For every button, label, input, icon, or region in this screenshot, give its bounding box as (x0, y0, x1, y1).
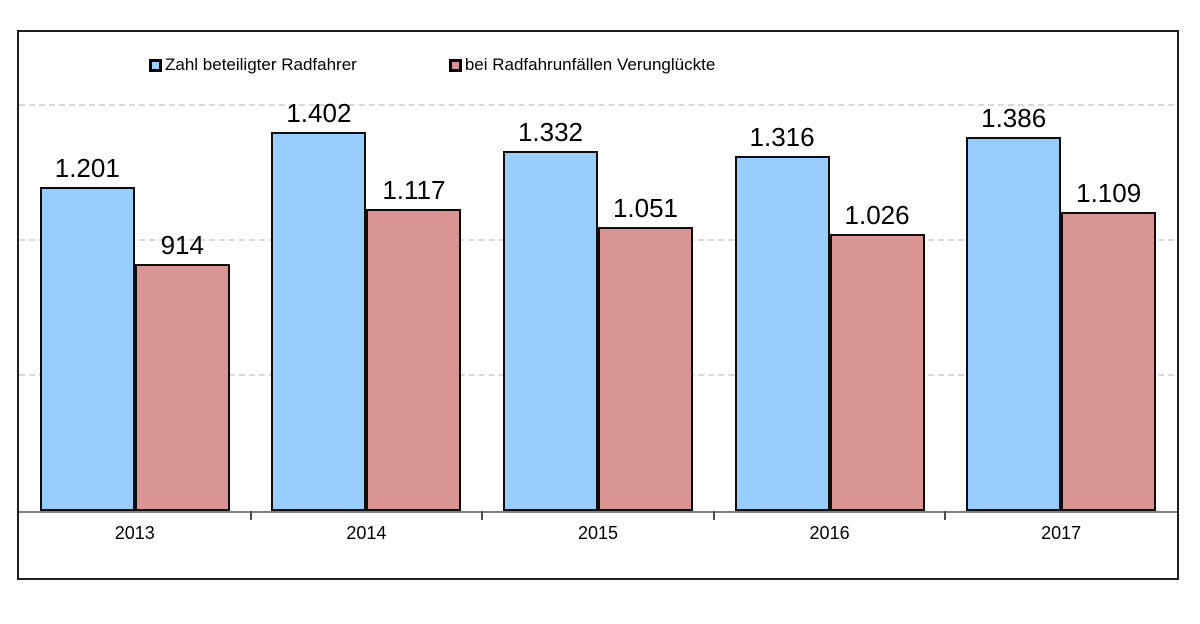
barwrap: 1.332 (502, 116, 598, 511)
x-axis-label-2014: 2014 (346, 523, 387, 543)
chart-frame: Zahl beteiligter Radfahrer bei Radfahrun… (17, 30, 1179, 580)
x-axis-labels: 2013 2014 2015 2016 2017 (19, 523, 1177, 544)
value-label-radfahrer-2016: 1.316 (749, 121, 815, 152)
bar-radfahrer-2017 (966, 137, 1062, 511)
plot-area: 1.201 914 1.402 1.117 (19, 32, 1177, 513)
bar-radfahrer-2015 (502, 151, 598, 511)
barwrap: 1.386 (966, 102, 1062, 511)
legend-item-radfahrer: Zahl beteiligter Radfahrer (149, 55, 357, 75)
barwrap: 1.316 (734, 121, 830, 511)
bar-verunglueckte-2017 (1061, 212, 1157, 511)
value-label-radfahrer-2015: 1.332 (517, 116, 584, 147)
value-label-verunglueckte-2013: 914 (160, 229, 204, 260)
bar-verunglueckte-2016 (829, 234, 925, 511)
axis-tick (712, 511, 715, 520)
category-group-2017: 1.386 1.109 (945, 32, 1177, 511)
bar-radfahrer-2013 (39, 187, 135, 511)
barwrap: 1.026 (829, 199, 925, 511)
category-group-2016: 1.316 1.026 (714, 32, 946, 511)
axis-tick (481, 511, 484, 520)
bar-verunglueckte-2015 (597, 227, 693, 511)
barwrap: 1.117 (366, 174, 462, 511)
legend-item-verunglueckte: bei Radfahrunfällen Verunglückte (448, 55, 716, 75)
barwrap: 1.402 (271, 97, 367, 511)
category-group-2015: 1.332 1.051 (482, 32, 714, 511)
legend-swatch-red-icon (448, 58, 462, 72)
legend-label-radfahrer: Zahl beteiligter Radfahrer (165, 55, 357, 74)
value-label-radfahrer-2017: 1.386 (981, 102, 1047, 133)
value-label-radfahrer-2014: 1.402 (286, 97, 352, 128)
value-label-verunglueckte-2016: 1.026 (844, 199, 910, 230)
barwrap: 914 (134, 229, 230, 511)
value-label-radfahrer-2013: 1.201 (54, 152, 120, 183)
bar-verunglueckte-2014 (366, 209, 462, 511)
value-label-verunglueckte-2015: 1.051 (612, 192, 679, 223)
x-axis-label-2016: 2016 (809, 523, 850, 543)
axis-tick (944, 511, 947, 520)
gridline-1500 (19, 104, 1174, 106)
legend: Zahl beteiligter Radfahrer bei Radfahrun… (19, 54, 1177, 76)
value-label-verunglueckte-2017: 1.109 (1076, 177, 1142, 208)
x-axis-label-2015: 2015 (577, 523, 618, 543)
barwrap: 1.109 (1061, 177, 1157, 511)
legend-label-verunglueckte: bei Radfahrunfällen Verunglückte (464, 55, 716, 74)
category-group-2014: 1.402 1.117 (251, 32, 483, 511)
bar-radfahrer-2014 (271, 132, 367, 511)
bar-verunglueckte-2013 (134, 264, 230, 511)
legend-swatch-blue-icon (149, 58, 162, 72)
value-label-verunglueckte-2014: 1.117 (382, 174, 446, 205)
x-axis-label-2017: 2017 (1041, 523, 1082, 543)
barwrap: 1.051 (597, 192, 693, 511)
bar-radfahrer-2016 (734, 156, 830, 511)
category-group-2013: 1.201 914 (19, 32, 251, 511)
barwrap: 1.201 (39, 152, 135, 511)
x-axis-label-2013: 2013 (114, 523, 155, 543)
axis-tick (249, 511, 252, 520)
